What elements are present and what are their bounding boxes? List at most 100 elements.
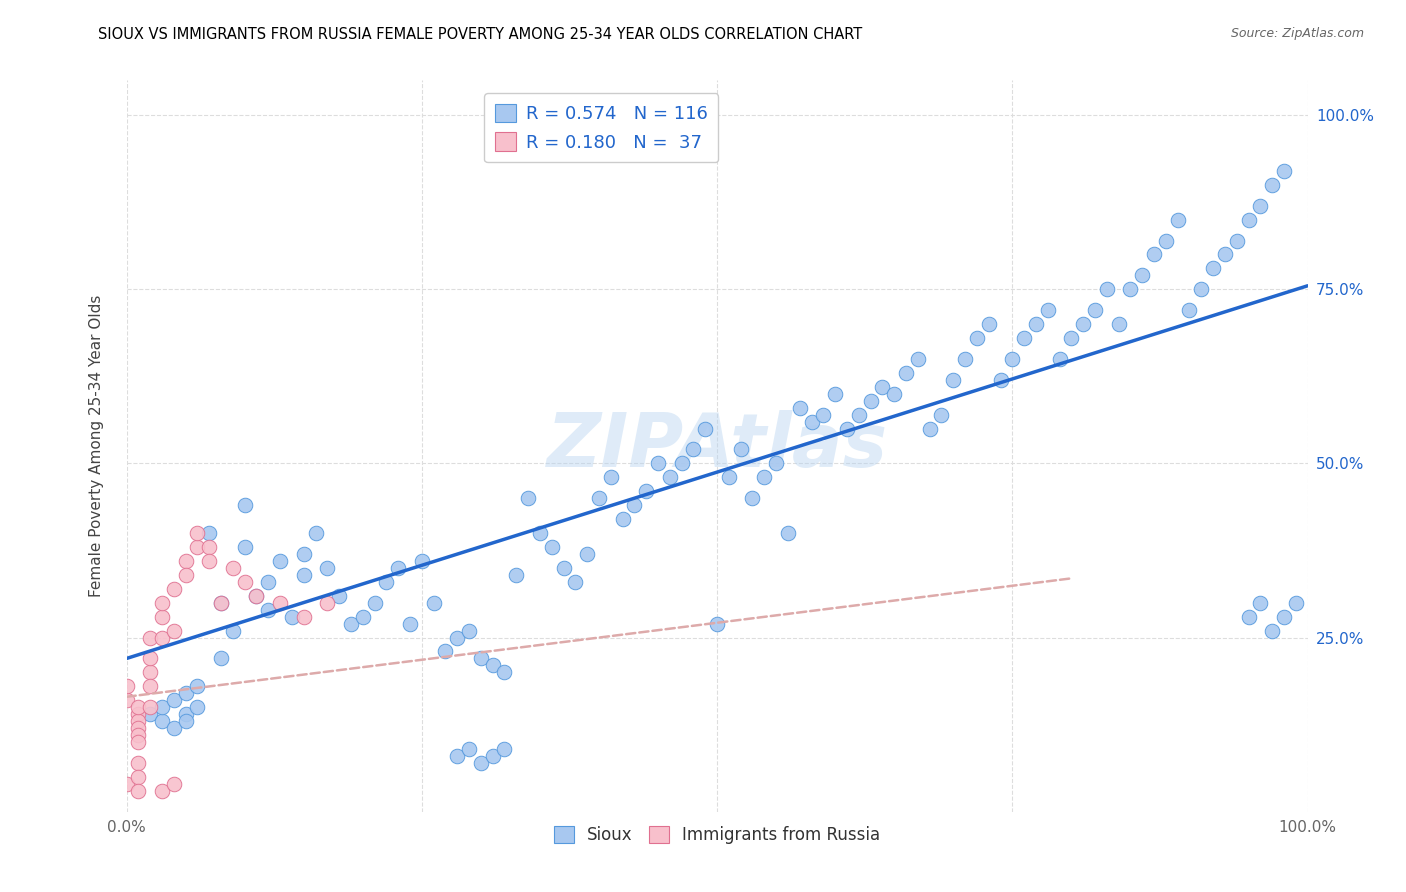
Point	[1108, 317, 1130, 331]
Point	[1249, 596, 1271, 610]
Point	[304, 526, 326, 541]
Point	[1249, 199, 1271, 213]
Point	[682, 442, 704, 457]
Point	[233, 498, 256, 512]
Point	[1213, 247, 1236, 261]
Point	[174, 554, 197, 568]
Point	[269, 554, 291, 568]
Point	[458, 624, 481, 638]
Point	[529, 526, 551, 541]
Point	[163, 777, 186, 791]
Point	[422, 596, 444, 610]
Point	[576, 547, 599, 561]
Point	[411, 554, 433, 568]
Point	[174, 686, 197, 700]
Point	[658, 470, 681, 484]
Text: SIOUX VS IMMIGRANTS FROM RUSSIA FEMALE POVERTY AMONG 25-34 YEAR OLDS CORRELATION: SIOUX VS IMMIGRANTS FROM RUSSIA FEMALE P…	[98, 27, 863, 42]
Point	[139, 665, 162, 680]
Point	[1001, 351, 1024, 366]
Point	[1237, 609, 1260, 624]
Point	[399, 616, 422, 631]
Point	[813, 408, 835, 422]
Point	[127, 756, 149, 770]
Point	[115, 679, 138, 693]
Point	[918, 421, 941, 435]
Point	[824, 386, 846, 401]
Y-axis label: Female Poverty Among 25-34 Year Olds: Female Poverty Among 25-34 Year Olds	[90, 295, 104, 597]
Point	[800, 415, 823, 429]
Point	[163, 624, 186, 638]
Point	[765, 457, 787, 471]
Text: ZIPAtlas: ZIPAtlas	[547, 409, 887, 483]
Point	[174, 567, 197, 582]
Point	[671, 457, 693, 471]
Point	[647, 457, 669, 471]
Point	[186, 540, 208, 554]
Legend: Sioux, Immigrants from Russia: Sioux, Immigrants from Russia	[547, 820, 887, 851]
Point	[730, 442, 752, 457]
Point	[446, 631, 468, 645]
Point	[186, 679, 208, 693]
Point	[198, 554, 221, 568]
Point	[931, 408, 953, 422]
Point	[340, 616, 363, 631]
Point	[127, 714, 149, 728]
Point	[494, 665, 516, 680]
Point	[198, 526, 221, 541]
Point	[139, 679, 162, 693]
Point	[198, 540, 221, 554]
Point	[139, 700, 162, 714]
Point	[990, 373, 1012, 387]
Point	[553, 561, 575, 575]
Point	[174, 714, 197, 728]
Point	[470, 651, 492, 665]
Point	[1130, 268, 1153, 283]
Point	[907, 351, 929, 366]
Point	[741, 491, 763, 506]
Point	[222, 561, 245, 575]
Point	[564, 574, 586, 589]
Point	[612, 512, 634, 526]
Point	[245, 589, 267, 603]
Point	[163, 582, 186, 596]
Point	[209, 596, 232, 610]
Point	[540, 540, 562, 554]
Point	[127, 707, 149, 722]
Point	[209, 651, 232, 665]
Point	[1261, 624, 1284, 638]
Point	[1226, 234, 1249, 248]
Point	[494, 742, 516, 756]
Point	[174, 707, 197, 722]
Point	[139, 707, 162, 722]
Point	[859, 393, 882, 408]
Point	[139, 651, 162, 665]
Point	[1071, 317, 1094, 331]
Point	[458, 742, 481, 756]
Point	[281, 609, 304, 624]
Point	[328, 589, 350, 603]
Point	[848, 408, 870, 422]
Point	[1272, 164, 1295, 178]
Point	[115, 777, 138, 791]
Point	[233, 540, 256, 554]
Point	[1143, 247, 1166, 261]
Text: Source: ZipAtlas.com: Source: ZipAtlas.com	[1230, 27, 1364, 40]
Point	[942, 373, 965, 387]
Point	[517, 491, 540, 506]
Point	[1025, 317, 1047, 331]
Point	[470, 756, 492, 770]
Point	[1154, 234, 1177, 248]
Point	[1178, 303, 1201, 318]
Point	[1189, 282, 1212, 296]
Point	[375, 574, 398, 589]
Point	[872, 380, 894, 394]
Point	[894, 366, 917, 380]
Point	[150, 596, 173, 610]
Point	[316, 561, 339, 575]
Point	[1095, 282, 1118, 296]
Point	[127, 700, 149, 714]
Point	[776, 526, 799, 541]
Point	[636, 484, 658, 499]
Point	[257, 603, 280, 617]
Point	[446, 749, 468, 764]
